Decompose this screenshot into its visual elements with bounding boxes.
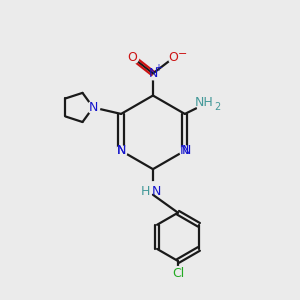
Text: N: N xyxy=(148,67,158,80)
Text: N: N xyxy=(116,144,126,157)
Text: NH: NH xyxy=(195,96,214,109)
Text: N: N xyxy=(152,185,161,198)
Text: O: O xyxy=(169,51,178,64)
Text: N: N xyxy=(182,144,191,157)
Text: Cl: Cl xyxy=(172,267,184,280)
Text: N: N xyxy=(89,101,98,114)
Text: N: N xyxy=(180,144,190,157)
Text: +: + xyxy=(154,63,162,73)
Text: N: N xyxy=(116,144,126,157)
Text: H: H xyxy=(141,185,150,198)
Text: O: O xyxy=(128,51,137,64)
Text: 2: 2 xyxy=(214,102,220,112)
Text: −: − xyxy=(178,49,187,59)
